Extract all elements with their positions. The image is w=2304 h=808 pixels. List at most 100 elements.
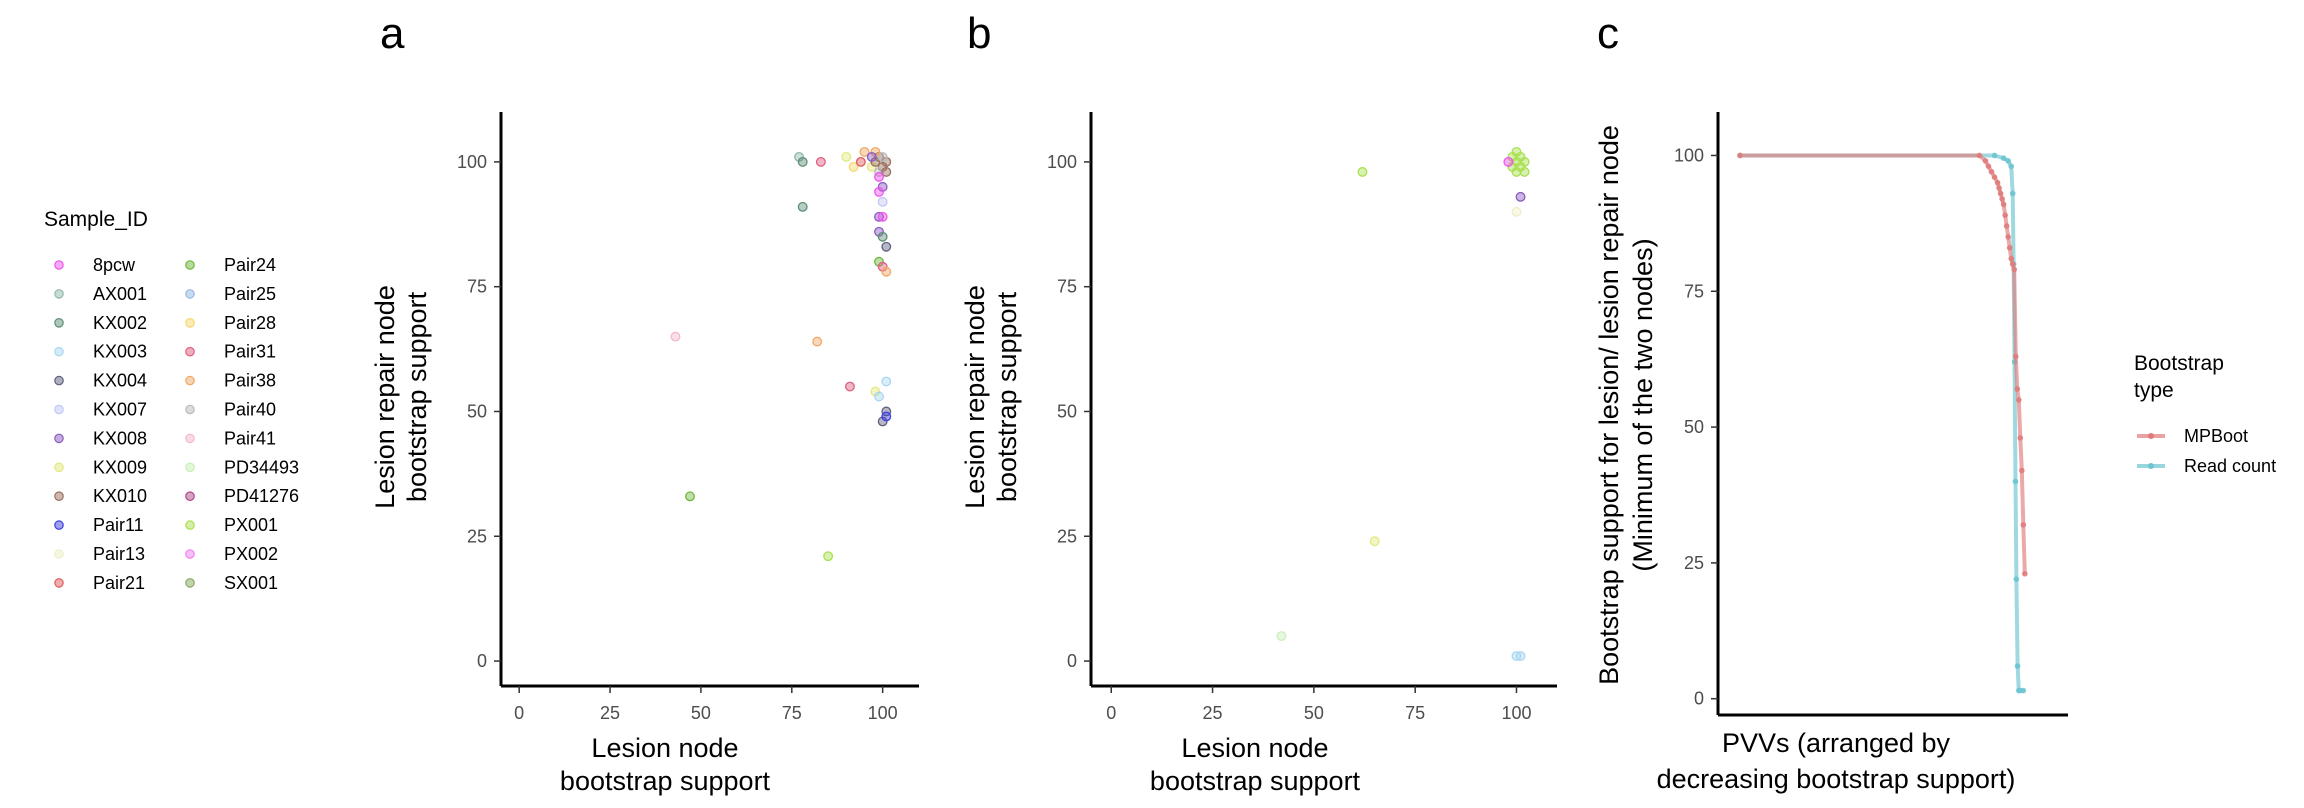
panel-a-point xyxy=(855,156,866,167)
panel-a-point xyxy=(797,201,808,212)
panel-a-point xyxy=(877,211,888,222)
panel-b-point xyxy=(1503,156,1514,167)
panel-letter-a: a xyxy=(380,9,405,58)
panel-c-plot: 0 25 50 75 100 xyxy=(1674,112,2068,717)
panel-b: 0 25 50 75 100 0 25 50 75 100 Lesion node bootstr… xyxy=(960,112,1557,796)
series-point-mpboot xyxy=(2003,223,2010,229)
panel-b-xlabel-line1: Lesion node xyxy=(1181,733,1328,763)
series-point-read-count xyxy=(2014,663,2021,669)
panel-a-xtick-label: 75 xyxy=(782,703,802,723)
panel-a-xtick-label: 25 xyxy=(600,703,620,723)
panel-c-xlabel-line1: PVVs (arranged by xyxy=(1722,728,1951,758)
legend-label-PD41276: PD41276 xyxy=(224,486,299,506)
legend-label-SX001: SX001 xyxy=(224,573,278,593)
panel-a-point xyxy=(859,146,870,157)
legend-key-Pair11 xyxy=(54,520,64,530)
legend-key-SX001 xyxy=(185,578,195,588)
panel-c-ylabel-line1: Bootstrap support for lesion/ lesion rep… xyxy=(1594,125,1624,685)
panel-a-xtick-label: 0 xyxy=(514,703,524,723)
panel-b-xtick-label: 25 xyxy=(1203,703,1223,723)
panel-c-ytick-label: 100 xyxy=(1674,145,1704,165)
series-point-mpboot xyxy=(2020,522,2027,528)
bootstrap-legend-key-point xyxy=(2148,433,2154,439)
series-point-mpboot xyxy=(2019,467,2025,474)
panel-c-ytick-label: 75 xyxy=(1684,281,1704,301)
series-point-read-count xyxy=(2009,190,2016,197)
panel-a-point xyxy=(881,266,892,277)
panel-b-point xyxy=(1515,651,1526,662)
legend-key-Pair28 xyxy=(185,317,195,328)
panel-b-plot: 0 25 50 75 100 0 25 50 75 100 xyxy=(1047,112,1557,723)
series-point-mpboot xyxy=(2011,266,2018,273)
legend-key-Pair25 xyxy=(185,289,195,299)
panel-a-ytick-label: 0 xyxy=(477,651,487,671)
series-point-mpboot xyxy=(1976,152,1983,159)
series-point-mpboot xyxy=(2009,261,2016,267)
panel-a-point xyxy=(881,166,892,177)
panel-a-ylabel-line2: bootstrap support xyxy=(402,291,432,502)
panel-a-xlabel-line2: bootstrap support xyxy=(560,766,771,796)
panel-letter-b: b xyxy=(967,9,991,58)
series-point-read-count xyxy=(2005,158,2011,164)
panel-b-xtick-label: 50 xyxy=(1304,703,1324,723)
bootstrap-legend-label: Read count xyxy=(2184,456,2276,476)
legend-label-Pair38: Pair38 xyxy=(224,371,276,391)
panel-a-point xyxy=(823,551,834,562)
series-point-mpboot xyxy=(2000,201,2007,208)
panel-a-point xyxy=(685,491,695,502)
panel-b-point xyxy=(1276,631,1287,642)
legend-key-Pair31 xyxy=(185,346,195,357)
panel-a-point xyxy=(841,151,852,162)
panel-b-point xyxy=(1511,166,1522,177)
panel-a-point xyxy=(866,151,877,162)
panel-a-point xyxy=(844,381,855,392)
legend-label-Pair24: Pair24 xyxy=(224,255,276,275)
panel-b-ytick-label: 50 xyxy=(1057,401,1077,421)
legend-key-AX001 xyxy=(54,289,64,299)
panel-c-ytick-label: 25 xyxy=(1684,553,1704,573)
panel-c-ylabel-line2: (Minimum of the two nodes) xyxy=(1628,238,1658,571)
legend-key-KX007 xyxy=(54,404,64,415)
panel-a-point xyxy=(848,161,859,172)
panel-a-point xyxy=(812,336,823,347)
panel-a-xtick-label: 50 xyxy=(691,703,711,723)
panel-b-ylabel-line2: bootstrap support xyxy=(992,291,1022,502)
panel-a-point xyxy=(874,211,884,222)
legend-label-Pair11: Pair11 xyxy=(93,515,144,535)
sample-legend-title: Sample_ID xyxy=(44,208,148,231)
panel-a-point xyxy=(881,406,892,417)
panel-b-xtick-label: 0 xyxy=(1106,703,1116,723)
legend-label-KX002: KX002 xyxy=(93,313,147,333)
panel-b-point xyxy=(1519,166,1530,177)
legend-key-Pair40 xyxy=(185,404,195,415)
panel-b-ytick-label: 25 xyxy=(1057,526,1077,546)
legend-label-Pair40: Pair40 xyxy=(224,400,276,420)
series-point-mpboot xyxy=(1985,163,1992,170)
panel-a-point xyxy=(670,331,681,342)
series-point-mpboot xyxy=(2015,397,2022,403)
bootstrap-legend-title-line1: Bootstrap xyxy=(2134,352,2224,375)
panel-a-point xyxy=(881,241,892,252)
panel-c-xlabel-line2: decreasing bootstrap support) xyxy=(1657,764,2016,794)
panel-b-xtick-label: 75 xyxy=(1405,703,1425,723)
panel-c-ytick-label: 50 xyxy=(1684,417,1704,437)
panel-b-xtick-label: 100 xyxy=(1501,703,1531,723)
bootstrap-legend-title-line2: type xyxy=(2134,379,2174,402)
series-point-mpboot xyxy=(2014,386,2021,392)
panel-a-ylabel-line1: Lesion repair node xyxy=(370,285,400,509)
sample-legend: Sample_ID 8pcw AX001 KX002 KX003 KX004 KX007 K… xyxy=(44,208,299,593)
bootstrap-legend-items: MPBoot Read count xyxy=(2137,426,2276,476)
legend-label-8pcw: 8pcw xyxy=(93,255,136,275)
panel-a-ytick-label: 50 xyxy=(467,401,487,421)
panel-a-point xyxy=(877,231,888,242)
panel-b-point xyxy=(1511,206,1522,217)
series-line-read-count xyxy=(1740,153,2024,693)
legend-label-Pair25: Pair25 xyxy=(224,284,276,304)
legend-key-Pair41 xyxy=(185,433,195,444)
panel-a-point xyxy=(877,151,888,162)
bootstrap-legend-label: MPBoot xyxy=(2184,426,2248,446)
legend-label-Pair28: Pair28 xyxy=(224,313,276,333)
series-point-mpboot xyxy=(1991,174,1998,180)
series-point-mpboot xyxy=(1997,190,2004,197)
series-point-read-count xyxy=(2013,576,2020,582)
